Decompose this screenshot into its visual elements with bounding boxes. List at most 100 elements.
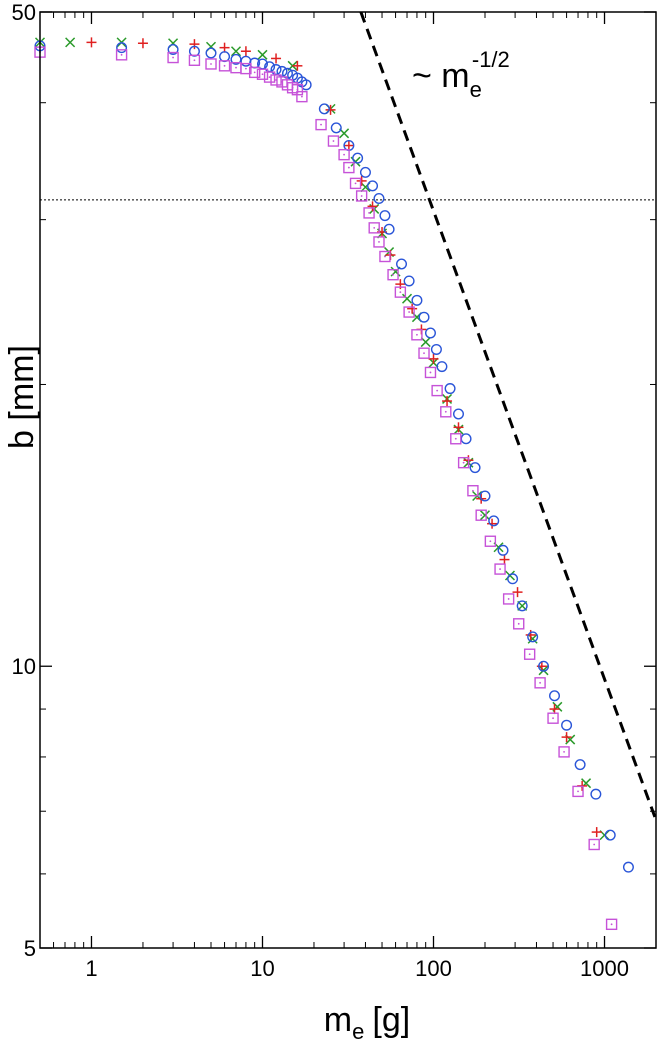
- data-point-square: [167, 51, 179, 64]
- data-point-circle: [205, 47, 217, 59]
- data-point-plus: [367, 201, 378, 212]
- plot-frame: [39, 11, 657, 949]
- data-point-x: [527, 633, 538, 644]
- data-point-square: [418, 347, 430, 359]
- data-point-square: [572, 785, 584, 798]
- data-point-square: [338, 148, 350, 161]
- data-point-circle: [383, 223, 395, 235]
- data-point-square: [368, 222, 380, 234]
- data-point-square: [394, 286, 407, 298]
- data-point-square: [115, 49, 128, 61]
- x-tick-label: 100: [415, 956, 452, 981]
- series-x: [34, 37, 610, 841]
- y-tick-label: 10: [12, 654, 36, 679]
- data-point-circle: [604, 829, 616, 841]
- data-point-plus: [86, 37, 97, 48]
- data-point-x: [517, 600, 528, 611]
- data-point-circle: [359, 166, 371, 178]
- x-tick-label: 1: [85, 956, 97, 981]
- data-point-circle: [403, 275, 415, 287]
- data-point-circle: [436, 361, 448, 373]
- reference-lines: [40, 11, 657, 821]
- data-point-square: [558, 746, 570, 758]
- data-point-plus: [292, 60, 303, 71]
- y-tick-label: 50: [12, 0, 36, 25]
- data-point-square: [605, 918, 618, 931]
- data-point-square: [494, 563, 506, 575]
- data-point-plus: [428, 353, 439, 364]
- data-point-circle: [488, 515, 500, 527]
- data-point-circle: [379, 210, 391, 222]
- data-point-x: [538, 665, 549, 676]
- y-tick-label: 5: [24, 936, 36, 961]
- power-law-reference-line: [359, 11, 657, 821]
- data-point-circle: [527, 631, 539, 643]
- data-point-square: [349, 177, 362, 190]
- data-point-square: [248, 66, 261, 79]
- data-point-circle: [507, 573, 519, 585]
- data-point-circle: [622, 861, 634, 873]
- data-point-square: [547, 712, 559, 724]
- data-point-circle: [373, 193, 385, 205]
- data-point-x: [504, 570, 516, 581]
- data-point-circle: [444, 383, 456, 395]
- data-point-circle: [367, 180, 379, 192]
- data-point-x: [230, 46, 242, 57]
- data-point-square: [502, 593, 515, 605]
- data-point-square: [387, 269, 399, 281]
- data-point-plus: [219, 42, 230, 53]
- data-point-circle: [240, 55, 252, 67]
- data-point-plus: [325, 104, 336, 115]
- series-layer: [34, 37, 634, 931]
- data-point-x: [257, 49, 268, 60]
- data-point-x: [65, 37, 76, 48]
- data-point-circle: [424, 327, 436, 339]
- data-point-circle: [460, 433, 472, 445]
- data-point-square: [513, 618, 525, 630]
- data-point-circle: [188, 45, 200, 57]
- data-point-plus: [137, 38, 148, 49]
- data-point-plus: [549, 704, 560, 715]
- data-point-square: [355, 190, 368, 202]
- data-point-circle: [330, 122, 342, 134]
- data-point-square: [475, 509, 487, 521]
- series-square: [34, 46, 618, 931]
- data-point-circle: [396, 258, 408, 270]
- data-point-circle: [497, 544, 509, 556]
- data-point-square: [467, 485, 479, 497]
- data-point-square: [450, 433, 462, 445]
- data-point-square: [327, 135, 340, 147]
- data-point-square: [523, 648, 536, 660]
- data-point-circle: [516, 600, 528, 612]
- data-point-x: [401, 293, 413, 304]
- data-point-circle: [219, 51, 231, 63]
- data-point-plus: [407, 303, 418, 314]
- data-point-square: [373, 236, 385, 248]
- data-point-circle: [469, 462, 481, 474]
- axes: 1 10 100 1000 5 10 50: [12, 0, 657, 981]
- power-law-annotation: ~ me-1/2: [412, 47, 510, 102]
- data-point-circle: [116, 42, 128, 54]
- data-point-circle: [418, 311, 430, 323]
- data-point-circle: [352, 152, 364, 164]
- x-tick-label: 1000: [580, 956, 629, 981]
- x-tick-label: 10: [250, 956, 274, 981]
- data-point-plus: [189, 39, 200, 50]
- data-point-plus: [453, 422, 464, 433]
- data-point-square: [411, 329, 423, 341]
- data-point-square: [205, 58, 217, 70]
- data-point-square: [188, 54, 201, 66]
- data-point-circle: [167, 43, 179, 55]
- data-point-square: [363, 207, 375, 219]
- data-point-circle: [411, 294, 423, 306]
- data-point-square: [431, 384, 443, 397]
- data-point-plus: [512, 587, 523, 598]
- data-point-square: [440, 406, 452, 418]
- x-axis-label: me [g]: [324, 1001, 410, 1043]
- data-point-circle: [590, 788, 602, 800]
- data-point-circle: [318, 103, 330, 115]
- data-point-circle: [538, 660, 550, 672]
- data-point-square: [240, 62, 252, 75]
- data-point-plus: [343, 140, 354, 151]
- data-point-plus: [271, 53, 282, 64]
